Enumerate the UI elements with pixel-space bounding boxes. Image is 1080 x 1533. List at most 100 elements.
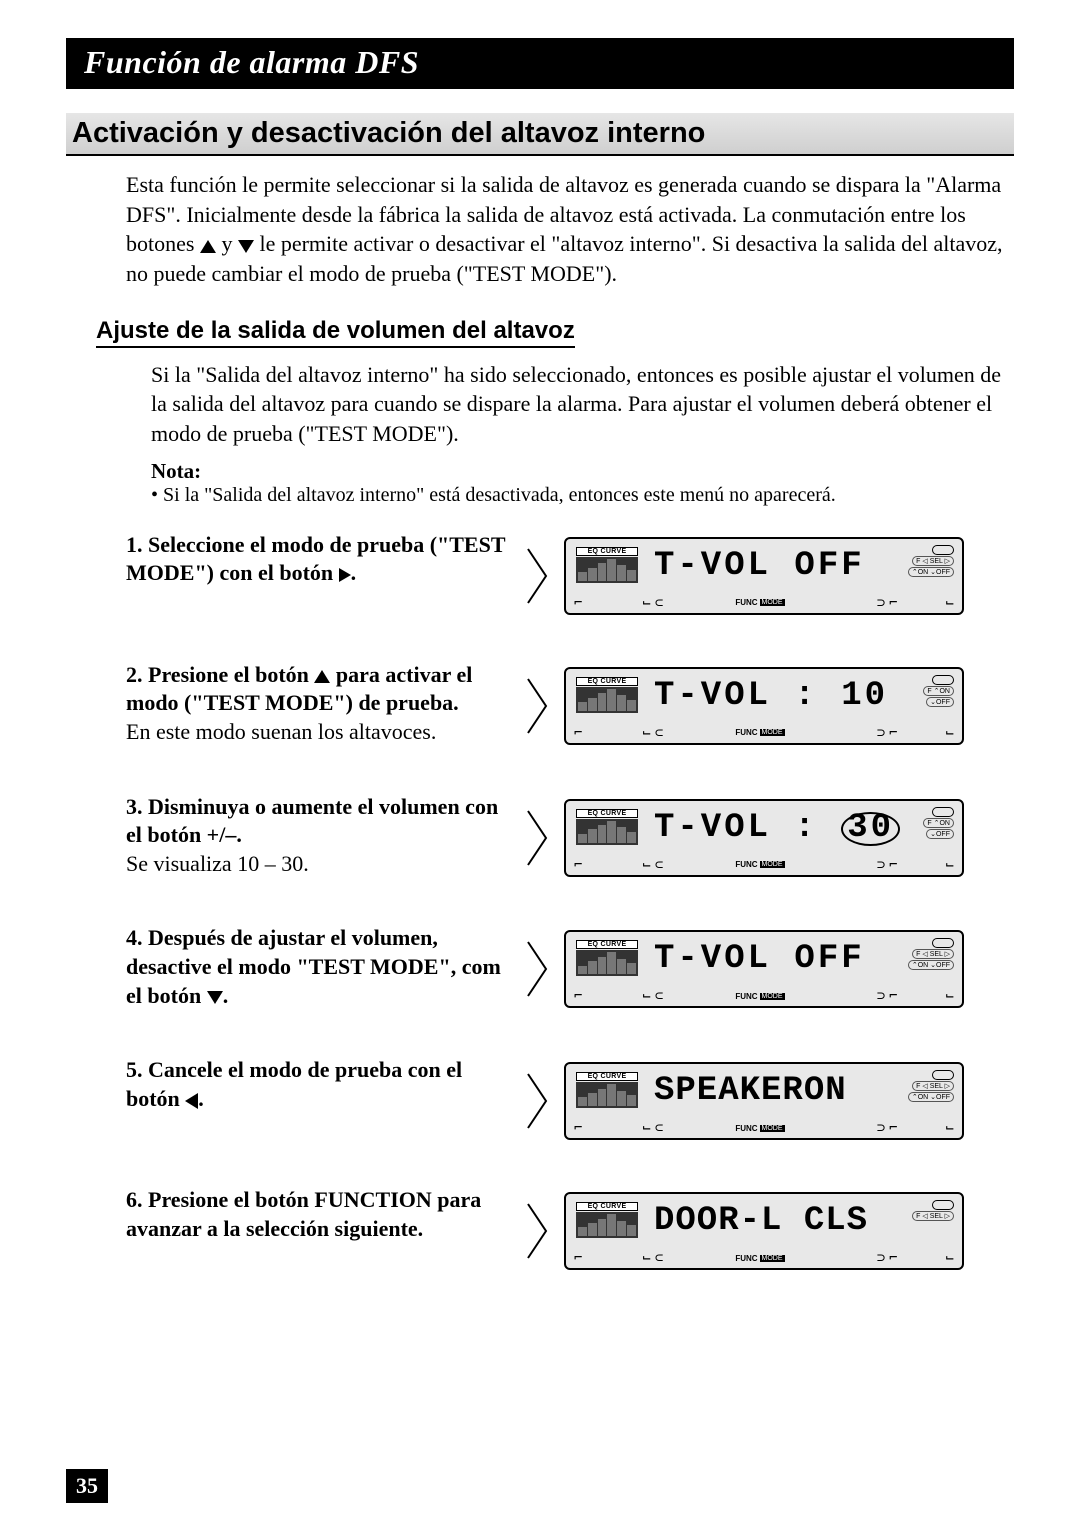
section1-body: Esta función le permite seleccionar si l… bbox=[126, 170, 1004, 289]
step-row: 6. Presione el botón FUNCTION para avanz… bbox=[126, 1186, 1014, 1270]
off-indicator: ⌄OFF bbox=[926, 697, 954, 707]
f-indicator: F ⌃ON bbox=[923, 818, 954, 828]
section2-body: Si la "Salida del altavoz interno" ha si… bbox=[151, 360, 1004, 449]
f-sel-indicator: F ◁ SEL ▷ bbox=[912, 1211, 954, 1221]
step-row: 3. Disminuya o aumente el volumen con el… bbox=[126, 793, 1014, 879]
steps-list: 1. Seleccione el modo de prueba ("TEST M… bbox=[126, 531, 1014, 1270]
step-bold-pre: Presione el botón bbox=[148, 662, 314, 687]
down-icon bbox=[238, 240, 254, 253]
chevron-right-icon bbox=[524, 1200, 552, 1262]
left-icon bbox=[185, 1093, 198, 1109]
lcd-display: EQ CURVE SPEAKERON F ◁ SEL ▷ ⌃ON ⌄OFF ⌐⌙… bbox=[564, 1062, 964, 1140]
lcd-display: EQ CURVE T-VOL OFF F ◁ SEL ▷ ⌃ON ⌄OFF ⌐⌙… bbox=[564, 537, 964, 615]
step-period: . bbox=[351, 560, 357, 585]
play-icon bbox=[339, 568, 351, 582]
eq-label: EQ CURVE bbox=[576, 547, 638, 556]
step-num: 6. bbox=[126, 1187, 143, 1212]
display-right-icons: F ◁ SEL ▷ ⌃ON ⌄OFF bbox=[908, 545, 954, 577]
lcd-display: EQ CURVE DOOR-L CLS F ◁ SEL ▷ ⌐⌙⊂FUNCMOD… bbox=[564, 1192, 964, 1270]
display-bottom: ⌐⌙ ⊂ FUNCMODE ⊃ ⌐⌙ bbox=[574, 595, 954, 611]
oval-icon bbox=[932, 938, 954, 948]
step-bold: Seleccione el modo de prueba ("TEST MODE… bbox=[126, 532, 505, 586]
circled-value: 30 bbox=[841, 812, 900, 846]
header-title: Función de alarma DFS bbox=[84, 44, 419, 80]
step-display-group: EQ CURVE T-VOL : 30 F ⌃ON ⌄OFF ⌐⌙⊂FUNCMO… bbox=[524, 799, 964, 877]
section1-body-mid: y bbox=[221, 231, 238, 256]
chevron-right-icon bbox=[524, 807, 552, 869]
func-label: FUNC bbox=[735, 598, 757, 607]
step-bold: Presione el botón FUNCTION para avanzar … bbox=[126, 1187, 481, 1241]
step-num: 5. bbox=[126, 1057, 143, 1082]
step-bold-pre: Cancele el modo de prueba con el botón bbox=[126, 1057, 462, 1111]
chevron-right-icon bbox=[524, 675, 552, 737]
note-item: Si la "Salida del altavoz interno" está … bbox=[151, 484, 1004, 507]
page-number: 35 bbox=[66, 1469, 108, 1503]
display-right-icons: F ⌃ON ⌄OFF bbox=[923, 675, 954, 707]
step-bold-post: . bbox=[198, 1086, 204, 1111]
up-icon bbox=[200, 240, 216, 253]
step-num: 4. bbox=[126, 925, 143, 950]
f-sel-indicator: F ◁ SEL ▷ bbox=[912, 1081, 954, 1091]
page: Función de alarma DFS Activación y desac… bbox=[0, 0, 1080, 1533]
f-sel-indicator: F ◁ SEL ▷ bbox=[912, 556, 954, 566]
lcd-display: EQ CURVE T-VOL : 30 F ⌃ON ⌄OFF ⌐⌙⊂FUNCMO… bbox=[564, 799, 964, 877]
display-right-icons: F ◁ SEL ▷ ⌃ON ⌄OFF bbox=[908, 938, 954, 970]
step-row: 4. Después de ajustar el volumen, desact… bbox=[126, 924, 1014, 1010]
f-indicator: F ⌃ON bbox=[923, 686, 954, 696]
step-num: 1. bbox=[126, 532, 143, 557]
step-display-group: EQ CURVE SPEAKERON F ◁ SEL ▷ ⌃ON ⌄OFF ⌐⌙… bbox=[524, 1062, 964, 1140]
display-right-icons: F ◁ SEL ▷ ⌃ON ⌄OFF bbox=[908, 1070, 954, 1102]
f-sel-indicator: F ◁ SEL ▷ bbox=[912, 949, 954, 959]
step-row: 2. Presione el botón para activar el mod… bbox=[126, 661, 1014, 747]
on-off-indicator: ⌃ON ⌄OFF bbox=[908, 1092, 954, 1102]
step-plain: En este modo suenan los altavoces. bbox=[126, 719, 436, 744]
step-display-group: EQ CURVE T-VOL OFF F ◁ SEL ▷ ⌃ON ⌄OFF ⌐⌙… bbox=[524, 537, 964, 615]
step-row: 5. Cancele el modo de prueba con el botó… bbox=[126, 1056, 1014, 1140]
step-display-group: EQ CURVE T-VOL : 10 F ⌃ON ⌄OFF ⌐⌙⊂FUNCMO… bbox=[524, 667, 964, 745]
step-num: 2. bbox=[126, 662, 143, 687]
step-row: 1. Seleccione el modo de prueba ("TEST M… bbox=[126, 531, 1014, 615]
on-off-indicator: ⌃ON ⌄OFF bbox=[908, 960, 954, 970]
section1-body-post: le permite activar o desactivar el "alta… bbox=[126, 231, 1003, 286]
step-text: 6. Presione el botón FUNCTION para avanz… bbox=[126, 1186, 506, 1243]
mode-label: MODE bbox=[760, 599, 785, 606]
step-text: 4. Después de ajustar el volumen, desact… bbox=[126, 924, 506, 1010]
step-display-group: EQ CURVE T-VOL OFF F ◁ SEL ▷ ⌃ON ⌄OFF ⌐⌙… bbox=[524, 930, 964, 1008]
chevron-right-icon bbox=[524, 1070, 552, 1132]
step-num: 3. bbox=[126, 794, 143, 819]
section2-heading: Ajuste de la salida de volumen del altav… bbox=[96, 317, 575, 348]
oval-icon bbox=[932, 675, 954, 685]
display-right-icons: F ⌃ON ⌄OFF bbox=[923, 807, 954, 839]
off-indicator: ⌄OFF bbox=[926, 829, 954, 839]
display-text: DOOR-L CLS bbox=[654, 1202, 868, 1240]
note-label: Nota: bbox=[151, 459, 1014, 484]
on-off-indicator: ⌃ON ⌄OFF bbox=[908, 567, 954, 577]
lcd-display: EQ CURVE T-VOL OFF F ◁ SEL ▷ ⌃ON ⌄OFF ⌐⌙… bbox=[564, 930, 964, 1008]
step-display-group: EQ CURVE DOOR-L CLS F ◁ SEL ▷ ⌐⌙⊂FUNCMOD… bbox=[524, 1192, 964, 1270]
step-text: 3. Disminuya o aumente el volumen con el… bbox=[126, 793, 506, 879]
step-text: 5. Cancele el modo de prueba con el botó… bbox=[126, 1056, 506, 1113]
lcd-display: EQ CURVE T-VOL : 10 F ⌃ON ⌄OFF ⌐⌙⊂FUNCMO… bbox=[564, 667, 964, 745]
header-title-bar: Función de alarma DFS bbox=[66, 38, 1014, 89]
eq-curve-box: EQ CURVE bbox=[576, 547, 638, 583]
display-text: SPEAKERON bbox=[654, 1072, 847, 1110]
display-text: T-VOL OFF bbox=[654, 547, 865, 585]
display-right-icons: F ◁ SEL ▷ bbox=[912, 1200, 954, 1221]
step-text: 2. Presione el botón para activar el mod… bbox=[126, 661, 506, 747]
oval-icon bbox=[932, 545, 954, 555]
step-bold: Disminuya o aumente el volumen con el bo… bbox=[126, 794, 498, 848]
oval-icon bbox=[932, 1070, 954, 1080]
chevron-right-icon bbox=[524, 545, 552, 607]
step-plain: Se visualiza 10 – 30. bbox=[126, 851, 309, 876]
step-bold-pre: Después de ajustar el volumen, desactive… bbox=[126, 925, 501, 1007]
step-text: 1. Seleccione el modo de prueba ("TEST M… bbox=[126, 531, 506, 588]
up-icon bbox=[314, 670, 330, 683]
display-text: T-VOL : 30 bbox=[654, 809, 900, 847]
section-heading-1: Activación y desactivación del altavoz i… bbox=[66, 113, 1014, 156]
display-text: T-VOL : 10 bbox=[654, 677, 888, 715]
step-bold-post: . bbox=[223, 983, 229, 1008]
oval-icon bbox=[932, 807, 954, 817]
display-text: T-VOL OFF bbox=[654, 940, 865, 978]
chevron-right-icon bbox=[524, 938, 552, 1000]
down-icon bbox=[207, 991, 223, 1004]
